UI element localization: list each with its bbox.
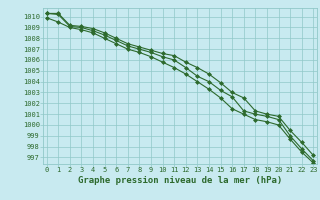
X-axis label: Graphe pression niveau de la mer (hPa): Graphe pression niveau de la mer (hPa) xyxy=(78,176,282,185)
